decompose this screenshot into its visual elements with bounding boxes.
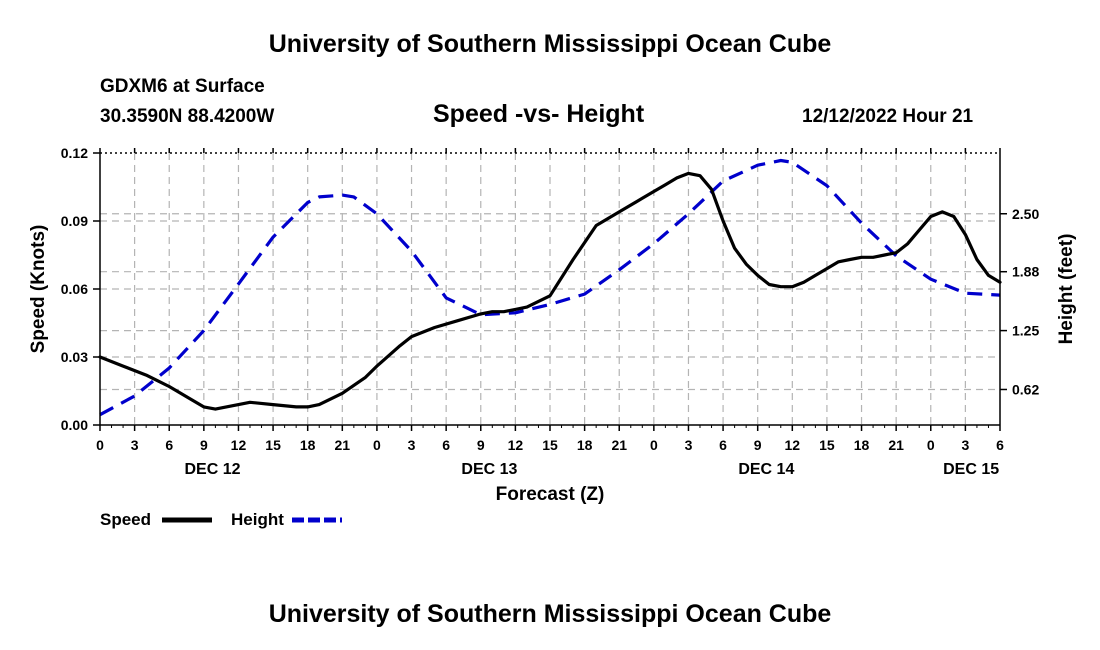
y-left-tick-label: 0.03 — [61, 349, 88, 365]
height-series — [99, 158, 1001, 417]
x-tick-label: 6 — [165, 437, 173, 453]
y-right-tick-label: 1.88 — [1012, 264, 1039, 280]
date-label: DEC 12 — [184, 461, 240, 478]
x-tick-label: 3 — [961, 437, 969, 453]
axis-ticks — [93, 148, 1007, 431]
x-tick-label: 0 — [927, 437, 935, 453]
x-tick-label: 0 — [650, 437, 658, 453]
x-tick-label: 9 — [477, 437, 485, 453]
x-tick-label: 12 — [785, 437, 801, 453]
x-tick-label: 6 — [442, 437, 450, 453]
y-right-tick-label: 2.50 — [1012, 206, 1039, 222]
x-tick-label: 15 — [265, 437, 281, 453]
station-name: GDXM6 at Surface — [100, 76, 265, 97]
forecast-datetime: 12/12/2022 Hour 21 — [802, 106, 974, 127]
legend-height-label: Height — [231, 510, 284, 529]
x-tick-label: 18 — [854, 437, 870, 453]
footer-title: University of Southern Mississippi Ocean… — [268, 600, 832, 628]
y-right-tick-label: 1.25 — [1012, 323, 1039, 339]
x-tick-label: 3 — [685, 437, 693, 453]
x-tick-label: 6 — [996, 437, 1004, 453]
x-tick-label: 15 — [542, 437, 558, 453]
chart-legend: Speed Height — [100, 510, 342, 529]
date-label: DEC 15 — [943, 461, 999, 478]
chart-grid — [100, 153, 1000, 425]
x-tick-label: 18 — [577, 437, 593, 453]
x-tick-label: 9 — [200, 437, 208, 453]
x-tick-label: 3 — [408, 437, 416, 453]
x-tick-label: 0 — [96, 437, 104, 453]
x-tick-label: 18 — [300, 437, 316, 453]
y-left-axis-title: Speed (Knots) — [28, 225, 49, 354]
x-tick-label: 6 — [719, 437, 727, 453]
axis-labels: 0 3 6 9 12 15 18 21 0 3 6 9 12 15 18 21 0 3 6 9 12 15 18 21 0 3 6D… — [28, 145, 1077, 505]
y-right-tick-label: 0.62 — [1012, 381, 1039, 397]
x-tick-label: 21 — [888, 437, 904, 453]
date-label: DEC 14 — [738, 461, 794, 478]
x-tick-label: 21 — [335, 437, 351, 453]
x-tick-label: 0 — [373, 437, 381, 453]
x-tick-label: 21 — [611, 437, 627, 453]
chart-subtitle: Speed -vs- Height — [433, 100, 645, 128]
date-label: DEC 13 — [461, 461, 517, 478]
chart-main-title: University of Southern Mississippi Ocean… — [268, 30, 832, 58]
height-line — [99, 158, 1001, 417]
y-left-tick-label: 0.06 — [61, 281, 88, 297]
x-tick-label: 12 — [508, 437, 524, 453]
y-left-tick-label: 0.12 — [61, 145, 88, 161]
x-tick-label: 3 — [131, 437, 139, 453]
x-tick-label: 15 — [819, 437, 835, 453]
speed-line — [98, 171, 1002, 411]
x-axis-title: Forecast (Z) — [496, 484, 605, 505]
x-tick-label: 9 — [754, 437, 762, 453]
station-coordinates: 30.3590N 88.4200W — [100, 106, 275, 127]
y-left-tick-label: 0.09 — [61, 213, 88, 229]
speed-series — [98, 171, 1002, 411]
legend-speed-label: Speed — [100, 510, 151, 529]
x-tick-label: 12 — [231, 437, 247, 453]
y-right-axis-title: Height (feet) — [1056, 234, 1077, 345]
y-left-tick-label: 0.00 — [61, 417, 88, 433]
